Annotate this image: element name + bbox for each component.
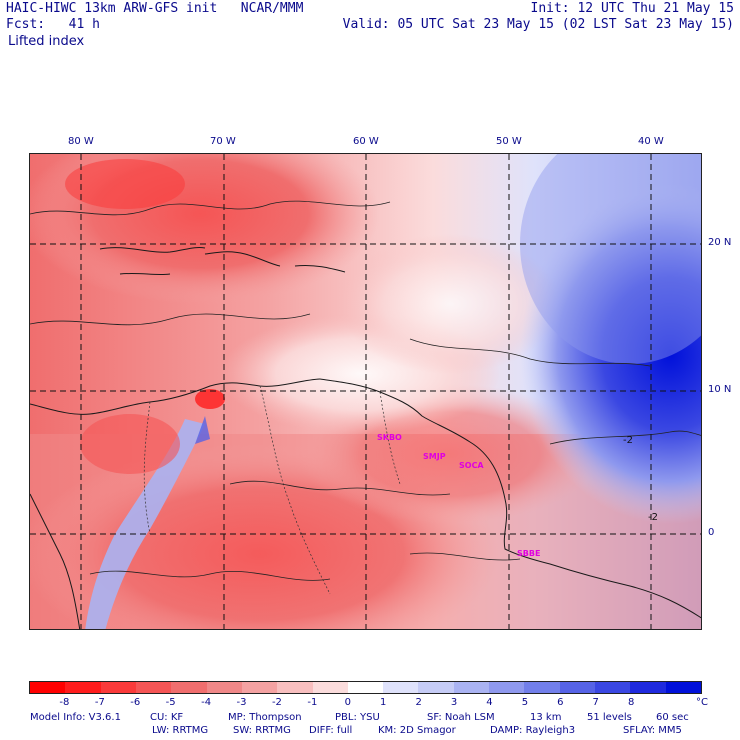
model-title: HAIC-HIWC 13km ARW-GFS init NCAR/MMM [6,1,304,16]
footer-levels: 51 levels [587,712,632,723]
colorbar-swatch [277,682,313,693]
colorbar-tick-label: 1 [380,697,387,708]
init-time: Init: 12 UTC Thu 21 May 15 [530,1,735,16]
station-label: SBBE [517,549,541,558]
footer-sflay: SFLAY: MM5 [623,725,682,736]
colorbar-swatch [489,682,525,693]
lon-label: 50 W [496,136,522,147]
colorbar-swatch [524,682,560,693]
colorbar-unit: °C [696,697,708,708]
footer-km: KM: 2D Smagor [378,725,456,736]
footer-diff: DIFF: full [309,725,353,736]
colorbar-tick-label: 8 [627,697,635,708]
colorbar-swatch [630,682,666,693]
colorbar-tick-label: -1 [307,697,318,708]
colorbar-tick-label: -3 [236,697,247,708]
colorbar-swatch [206,682,242,693]
footer-resolution: 13 km [530,712,562,723]
footer-damp: DAMP: Rayleigh3 [490,725,576,736]
station-label: SOCA [459,461,484,470]
field-name: Lifted index [8,34,85,49]
colorbar-tick-label: 7 [592,697,599,708]
footer-pbl: PBL: YSU [335,712,380,723]
lat-label: 20 N [708,237,732,248]
colorbar-swatch [559,682,595,693]
colorbar-swatch [241,682,278,693]
colorbar-swatch [665,682,701,693]
colorbar-swatch [135,682,172,693]
footer-mp: MP: Thompson [228,712,302,723]
lifted-index-map: -2 -2 SKBO SMJP SOCA SBBE [29,153,702,630]
lon-label: 40 W [638,136,664,147]
footer-sw: SW: RRTMG [233,725,291,736]
lon-label: 80 W [68,136,94,147]
coastlines [30,247,701,629]
colorbar-tick-label: -8 [59,697,70,708]
colorbar-swatch [595,682,631,693]
colorbar-tick-label: 2 [415,697,422,708]
colorbar-tick-label: 0 [344,697,351,708]
colorbar-swatch [383,682,419,693]
footer-model-info: Model Info: V3.6.1 [30,712,121,723]
colorbar-swatch [453,682,490,693]
footer-cu: CU: KF [150,712,184,723]
colorbar [29,681,702,694]
footer-sf: SF: Noah LSM [427,712,495,723]
graticule [30,154,701,629]
andes-stable-band [85,419,205,629]
valid-time: Valid: 05 UTC Sat 23 May 15 (02 LST Sat … [342,17,734,32]
lat-label: 0 [708,527,715,538]
colorbar-swatch [312,682,348,693]
colorbar-tick-label: -5 [165,697,176,708]
footer-timestep: 60 sec [656,712,689,723]
lon-label: 70 W [210,136,236,147]
station-label: SKBO [377,433,402,442]
lat-label: 10 N [708,384,732,395]
colorbar-tick-label: -7 [94,697,105,708]
contour-label: -2 [623,435,633,446]
forecast-hour: Fcst: 41 h [6,17,100,32]
station-label: SMJP [423,452,446,461]
colorbar-tick-label: 4 [486,697,493,708]
colorbar-tick-label: 6 [557,697,564,708]
lon-label: 60 W [353,136,379,147]
contour-label: -2 [648,512,658,523]
contour-lines [30,200,701,581]
colorbar-swatch [100,682,136,693]
stable-region [520,184,701,524]
map-canvas [30,154,701,629]
colorbar-tick-label: -2 [271,697,282,708]
colorbar-tick-label: 5 [521,697,529,708]
colorbar-swatch [347,682,384,693]
colorbar-swatch [65,682,101,693]
colorbar-tick-label: -6 [130,697,141,708]
footer-lw: LW: RRTMG [152,725,209,736]
colorbar-tick-label: -4 [201,697,212,708]
colorbar-swatch [418,682,454,693]
colorbar-swatch [30,682,66,693]
colorbar-tick-label: 3 [450,697,458,708]
colorbar-swatch [171,682,207,693]
